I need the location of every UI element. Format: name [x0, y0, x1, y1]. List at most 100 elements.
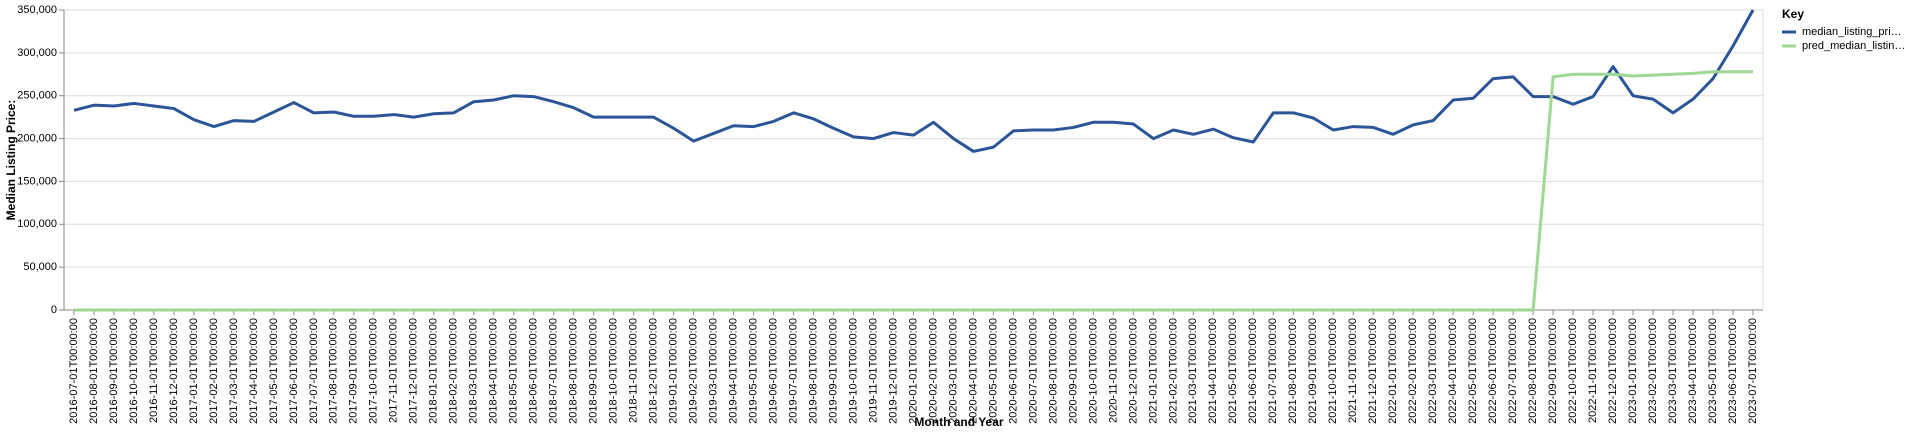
x-tick-label: 2020-12-01T00:00:00	[1127, 318, 1139, 424]
x-tick-label: 2018-04-01T00:00:00	[488, 318, 500, 424]
x-tick-label: 2020-09-01T00:00:00	[1067, 318, 1079, 424]
x-tick-label: 2023-03-01T00:00:00	[1667, 318, 1679, 424]
x-tick-label: 2020-10-01T00:00:00	[1087, 318, 1099, 424]
x-tick-label: 2017-06-01T00:00:00	[288, 318, 300, 424]
x-tick-label: 2021-07-01T00:00:00	[1267, 318, 1279, 424]
x-tick-label: 2023-01-01T00:00:00	[1627, 318, 1639, 424]
x-tick-label: 2023-05-01T00:00:00	[1707, 318, 1719, 424]
series-line	[73, 70, 1754, 312]
x-tick-label: 2016-10-01T00:00:00	[128, 318, 140, 424]
y-tick-label: 200,000	[17, 132, 57, 144]
x-tick-label: 2017-11-01T00:00:00	[388, 318, 400, 423]
x-tick-label: 2019-05-01T00:00:00	[748, 318, 760, 424]
y-tick-label: 250,000	[17, 90, 57, 102]
x-tick-label: 2021-01-01T00:00:00	[1147, 318, 1159, 424]
y-tick-label: 0	[51, 304, 57, 316]
x-tick-label: 2020-08-01T00:00:00	[1047, 318, 1059, 424]
x-tick-label: 2019-04-01T00:00:00	[728, 318, 740, 424]
x-tick-label: 2020-02-01T00:00:00	[927, 318, 939, 424]
x-tick-label: 2019-02-01T00:00:00	[688, 318, 700, 424]
x-tick-label: 2019-03-01T00:00:00	[708, 318, 720, 424]
x-tick-label: 2020-11-01T00:00:00	[1107, 318, 1119, 423]
x-tick-label: 2022-01-01T00:00:00	[1387, 318, 1399, 424]
x-tick-label: 2021-06-01T00:00:00	[1247, 318, 1259, 424]
y-tick-label: 50,000	[23, 261, 57, 273]
legend-label: pred_median_listin…	[1802, 40, 1905, 52]
x-axis-title: Month and Year	[914, 415, 1003, 429]
x-tick-label: 2020-03-01T00:00:00	[947, 318, 959, 424]
x-tick-label: 2021-08-01T00:00:00	[1287, 318, 1299, 424]
y-tick-label: 100,000	[17, 218, 57, 230]
x-tick-label: 2023-02-01T00:00:00	[1647, 318, 1659, 424]
x-tick-label: 2019-10-01T00:00:00	[847, 318, 859, 424]
x-tick-label: 2021-04-01T00:00:00	[1207, 318, 1219, 424]
x-tick-label: 2021-12-01T00:00:00	[1367, 318, 1379, 424]
x-tick-label: 2021-03-01T00:00:00	[1187, 318, 1199, 424]
x-tick-label: 2020-06-01T00:00:00	[1007, 318, 1019, 424]
x-tick-label: 2016-12-01T00:00:00	[168, 318, 180, 424]
x-tick-label: 2017-10-01T00:00:00	[368, 318, 380, 424]
x-tick-label: 2022-02-01T00:00:00	[1407, 318, 1419, 424]
x-tick-label: 2018-03-01T00:00:00	[468, 318, 480, 424]
x-tick-label: 2019-07-01T00:00:00	[787, 318, 799, 424]
x-tick-label: 2022-12-01T00:00:00	[1607, 318, 1619, 424]
x-tick-label: 2023-06-01T00:00:00	[1727, 318, 1739, 424]
x-tick-label: 2017-01-01T00:00:00	[188, 318, 200, 424]
x-tick-label: 2021-02-01T00:00:00	[1167, 318, 1179, 424]
x-tick-label: 2021-05-01T00:00:00	[1227, 318, 1239, 424]
x-tick-label: 2018-12-01T00:00:00	[648, 318, 660, 424]
x-tick-label: 2023-07-01T00:00:00	[1747, 318, 1759, 424]
x-tick-label: 2016-09-01T00:00:00	[108, 318, 120, 424]
x-tick-label: 2018-07-01T00:00:00	[548, 318, 560, 424]
x-tick-label: 2021-11-01T00:00:00	[1347, 318, 1359, 423]
x-tick-label: 2019-09-01T00:00:00	[827, 318, 839, 424]
x-tick-label: 2016-07-01T00:00:00	[68, 318, 80, 424]
x-tick-label: 2019-01-01T00:00:00	[668, 318, 680, 424]
x-tick-label: 2018-11-01T00:00:00	[628, 318, 640, 423]
y-tick-label: 150,000	[17, 175, 57, 187]
x-tick-label: 2017-02-01T00:00:00	[208, 318, 220, 424]
x-tick-label: 2020-04-01T00:00:00	[967, 318, 979, 424]
legend-title: Key	[1782, 7, 1804, 21]
y-axis-title: Median Listing Price:	[4, 100, 18, 221]
legend-label: median_listing_pri…	[1802, 26, 1902, 38]
series-line	[73, 9, 1755, 153]
x-tick-label: 2016-11-01T00:00:00	[148, 318, 160, 423]
x-tick-label: 2018-06-01T00:00:00	[528, 318, 540, 424]
y-tick-label: 350,000	[17, 4, 57, 16]
x-tick-label: 2017-12-01T00:00:00	[408, 318, 420, 424]
x-tick-label: 2022-10-01T00:00:00	[1567, 318, 1579, 424]
y-tick-label: 300,000	[17, 47, 57, 59]
x-tick-label: 2020-07-01T00:00:00	[1027, 318, 1039, 424]
x-tick-label: 2022-09-01T00:00:00	[1547, 318, 1559, 424]
x-tick-label: 2017-03-01T00:00:00	[228, 318, 240, 424]
x-tick-label: 2018-01-01T00:00:00	[428, 318, 440, 424]
x-tick-label: 2022-05-01T00:00:00	[1467, 318, 1479, 424]
x-tick-label: 2018-08-01T00:00:00	[568, 318, 580, 424]
x-tick-label: 2018-10-01T00:00:00	[608, 318, 620, 424]
x-tick-label: 2019-11-01T00:00:00	[867, 318, 879, 423]
x-tick-label: 2017-08-01T00:00:00	[328, 318, 340, 424]
x-tick-label: 2017-05-01T00:00:00	[268, 318, 280, 424]
x-tick-label: 2019-08-01T00:00:00	[807, 318, 819, 424]
x-tick-label: 2017-09-01T00:00:00	[348, 318, 360, 424]
x-tick-label: 2017-07-01T00:00:00	[308, 318, 320, 424]
x-tick-label: 2021-10-01T00:00:00	[1327, 318, 1339, 424]
x-tick-label: 2022-07-01T00:00:00	[1507, 318, 1519, 424]
x-tick-label: 2020-01-01T00:00:00	[907, 318, 919, 424]
x-tick-label: 2019-06-01T00:00:00	[767, 318, 779, 424]
x-tick-label: 2023-04-01T00:00:00	[1687, 318, 1699, 424]
x-tick-label: 2017-04-01T00:00:00	[248, 318, 260, 424]
x-tick-label: 2018-02-01T00:00:00	[448, 318, 460, 424]
x-tick-label: 2016-08-01T00:00:00	[88, 318, 100, 424]
x-tick-label: 2021-09-01T00:00:00	[1307, 318, 1319, 424]
x-tick-label: 2018-09-01T00:00:00	[588, 318, 600, 424]
x-tick-label: 2022-08-01T00:00:00	[1527, 318, 1539, 424]
x-tick-label: 2020-05-01T00:00:00	[987, 318, 999, 424]
x-tick-label: 2022-11-01T00:00:00	[1587, 318, 1599, 423]
x-tick-label: 2019-12-01T00:00:00	[887, 318, 899, 424]
x-tick-label: 2022-03-01T00:00:00	[1427, 318, 1439, 424]
x-tick-label: 2022-04-01T00:00:00	[1447, 318, 1459, 424]
x-tick-label: 2018-05-01T00:00:00	[508, 318, 520, 424]
